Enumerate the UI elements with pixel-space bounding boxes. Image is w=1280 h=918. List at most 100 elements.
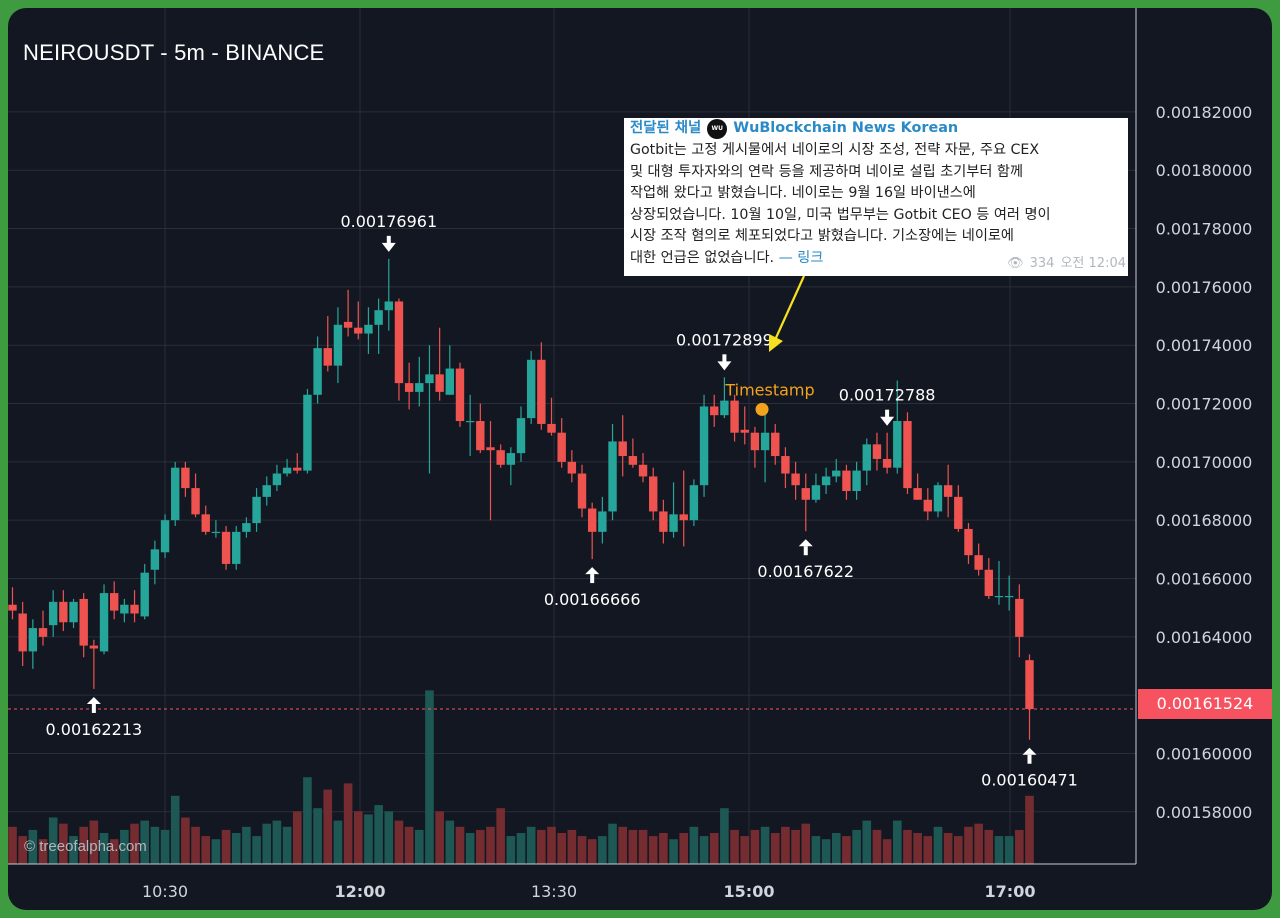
volume-bar [313, 808, 322, 864]
candlestick-chart[interactable]: 0.001580000.001600000.001620000.00164000… [8, 8, 1272, 910]
candle [282, 458, 292, 477]
candle-body [598, 511, 607, 532]
candle-body [252, 496, 261, 524]
candle-body [567, 461, 577, 474]
volume-bar [537, 829, 546, 864]
volume-bar [669, 839, 678, 864]
candle-body [221, 531, 231, 564]
candle-body [374, 310, 383, 325]
candle-body [679, 514, 688, 521]
candle-body [69, 601, 78, 623]
candle [374, 298, 383, 354]
volume-bar [821, 839, 831, 864]
candle [252, 488, 261, 532]
news-channel-label: 전달된 채널 [630, 120, 702, 137]
news-meta: 👁 334 오전 12:04 [1007, 253, 1126, 275]
volume-bar [221, 829, 231, 864]
candle-body [232, 531, 241, 564]
volume-bar [516, 833, 526, 864]
candle [1004, 575, 1014, 611]
extreme-value-label: 0.00172788 [839, 386, 936, 405]
candle-body [964, 528, 973, 556]
candle-body [1004, 596, 1014, 598]
news-source-link[interactable]: WuBlockchain News Korean [733, 120, 959, 137]
candle-body [872, 444, 882, 459]
volume-bar [709, 833, 719, 864]
candle-body [638, 464, 648, 477]
volume-bar [1015, 829, 1024, 864]
candle [99, 584, 109, 655]
candle-body [557, 432, 566, 462]
candle [669, 482, 678, 538]
chart-title: NEIROUSDT - 5m - BINANCE [23, 40, 325, 65]
arrow-down-icon [880, 416, 895, 426]
axes: 0.001580000.001600000.001620000.00164000… [8, 8, 1252, 901]
candle-body [18, 613, 27, 652]
volume-bar [547, 826, 556, 864]
volume-bar [994, 836, 1004, 864]
volume-bar [333, 820, 343, 864]
candle [130, 590, 139, 623]
volume-bar [903, 829, 912, 864]
volume-bar [811, 836, 821, 864]
candle-body [893, 421, 902, 468]
volume-bar [923, 836, 933, 864]
volume-bar [984, 829, 994, 864]
volume-bar [353, 811, 363, 864]
volume-bar [343, 783, 353, 864]
volume-bar [801, 823, 811, 864]
volume-bar [720, 808, 729, 864]
news-card[interactable]: 전달된 채널 WU WuBlockchain News Korean Gotbi… [624, 118, 1128, 276]
volume-bar [465, 833, 475, 864]
volume-bar [689, 826, 699, 864]
candle [323, 316, 332, 372]
chart-window: 0.001580000.001600000.001620000.00164000… [8, 8, 1272, 910]
candle-body [455, 368, 465, 422]
candle [140, 563, 149, 620]
volume-bar [852, 829, 861, 864]
candle [496, 444, 505, 468]
candle [313, 336, 322, 404]
candle [964, 523, 973, 564]
candle-body [130, 604, 139, 614]
arrow-down-icon [717, 361, 732, 371]
candle [343, 289, 353, 337]
candle [415, 356, 424, 407]
candle-body [293, 467, 302, 471]
candle-body [99, 593, 109, 652]
candle-body [1025, 660, 1034, 710]
volume-bar [974, 823, 983, 864]
y-tick-label: 0.00180000 [1156, 161, 1253, 180]
candle [649, 467, 658, 521]
candle [598, 496, 607, 544]
extreme-label: 0.00172899 [676, 330, 773, 371]
volume-bar [445, 820, 455, 864]
volume-bar [272, 820, 282, 864]
volume-bar [292, 811, 302, 864]
candle-body [272, 473, 282, 486]
eye-icon: 👁 [1007, 255, 1024, 271]
volume-bar [48, 817, 58, 864]
candle [710, 394, 719, 427]
candle-body [852, 470, 861, 492]
candle [689, 479, 699, 527]
volume-bar [659, 833, 668, 864]
arrow-down-icon [386, 235, 391, 244]
candle [1025, 654, 1034, 740]
candle-body [48, 601, 58, 626]
candle-body [506, 453, 516, 465]
news-link[interactable]: — 링크 [778, 249, 824, 266]
candle-body [913, 488, 922, 500]
candle [547, 397, 556, 436]
volume-bar [791, 829, 800, 864]
candle [862, 438, 871, 486]
volume-bar [1025, 795, 1034, 864]
candle-body [28, 628, 38, 652]
arrow-up-icon [91, 703, 96, 713]
volume-bar [567, 829, 577, 864]
arrow-up-icon [1027, 754, 1032, 764]
extreme-label: 0.00167622 [757, 539, 854, 581]
volume-bar [109, 839, 119, 864]
y-tick-label: 0.00168000 [1156, 511, 1253, 530]
candle [364, 307, 373, 354]
